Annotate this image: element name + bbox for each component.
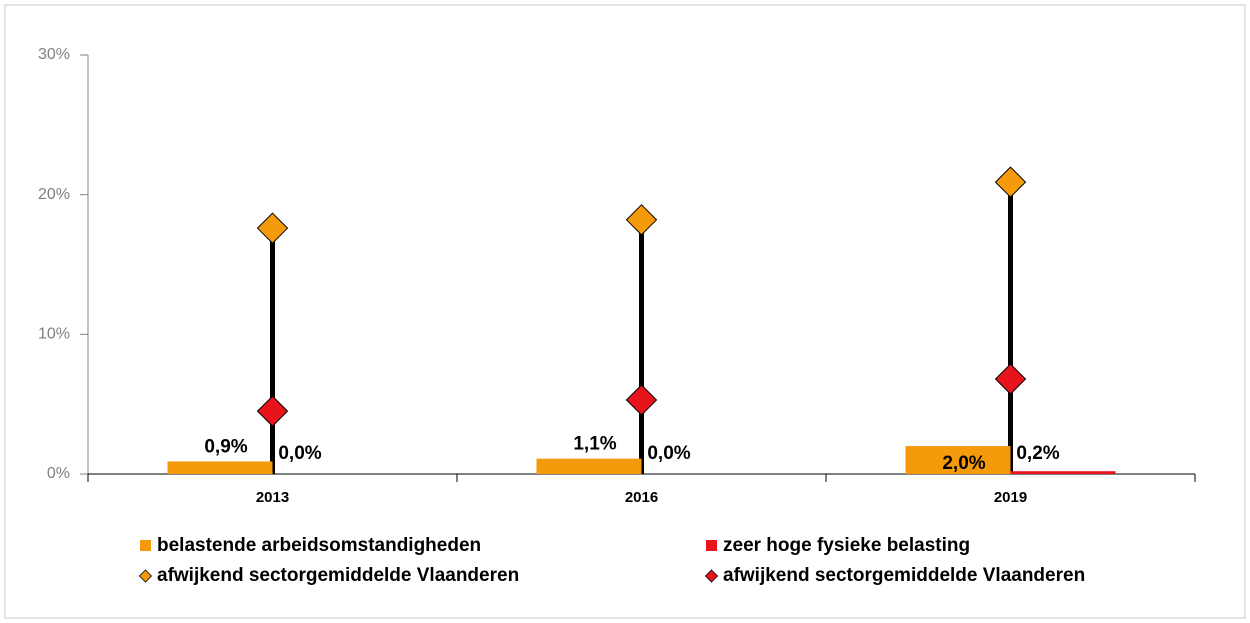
bar [167,461,273,474]
legend-label: afwijkend sectorgemiddelde Vlaanderen [723,565,1085,586]
bar [1010,471,1116,474]
legend-label: zeer hoge fysieke belasting [723,535,970,556]
data-label: 0,9% [204,436,247,457]
marker [256,395,289,427]
legend-label: belastende arbeidsomstandigheden [157,535,481,556]
chart-frame [4,4,1246,619]
legend-swatch [138,569,153,583]
y-tick-label: 10% [38,326,70,343]
marker [994,363,1027,395]
data-label: 1,1% [573,434,616,455]
marker [994,166,1027,198]
data-label: 0,2% [1016,443,1059,464]
y-tick-label: 0% [47,465,70,482]
bar [905,446,1011,474]
marker [256,212,289,244]
y-tick-label: 20% [38,186,70,203]
x-tick-label: 2013 [256,489,289,506]
legend-label: afwijkend sectorgemiddelde Vlaanderen [157,565,519,586]
legend-swatch [704,569,719,583]
y-tick-label: 30% [38,46,70,63]
x-tick-label: 2019 [994,489,1027,506]
marker [625,384,658,416]
data-label: 0,0% [647,443,690,464]
bar [536,458,642,474]
legend-swatch [706,540,717,551]
data-label: 2,0% [942,453,985,474]
marker [625,204,658,236]
data-label: 0,0% [278,443,321,464]
legend-swatch [140,540,151,551]
x-tick-label: 2016 [625,489,658,506]
